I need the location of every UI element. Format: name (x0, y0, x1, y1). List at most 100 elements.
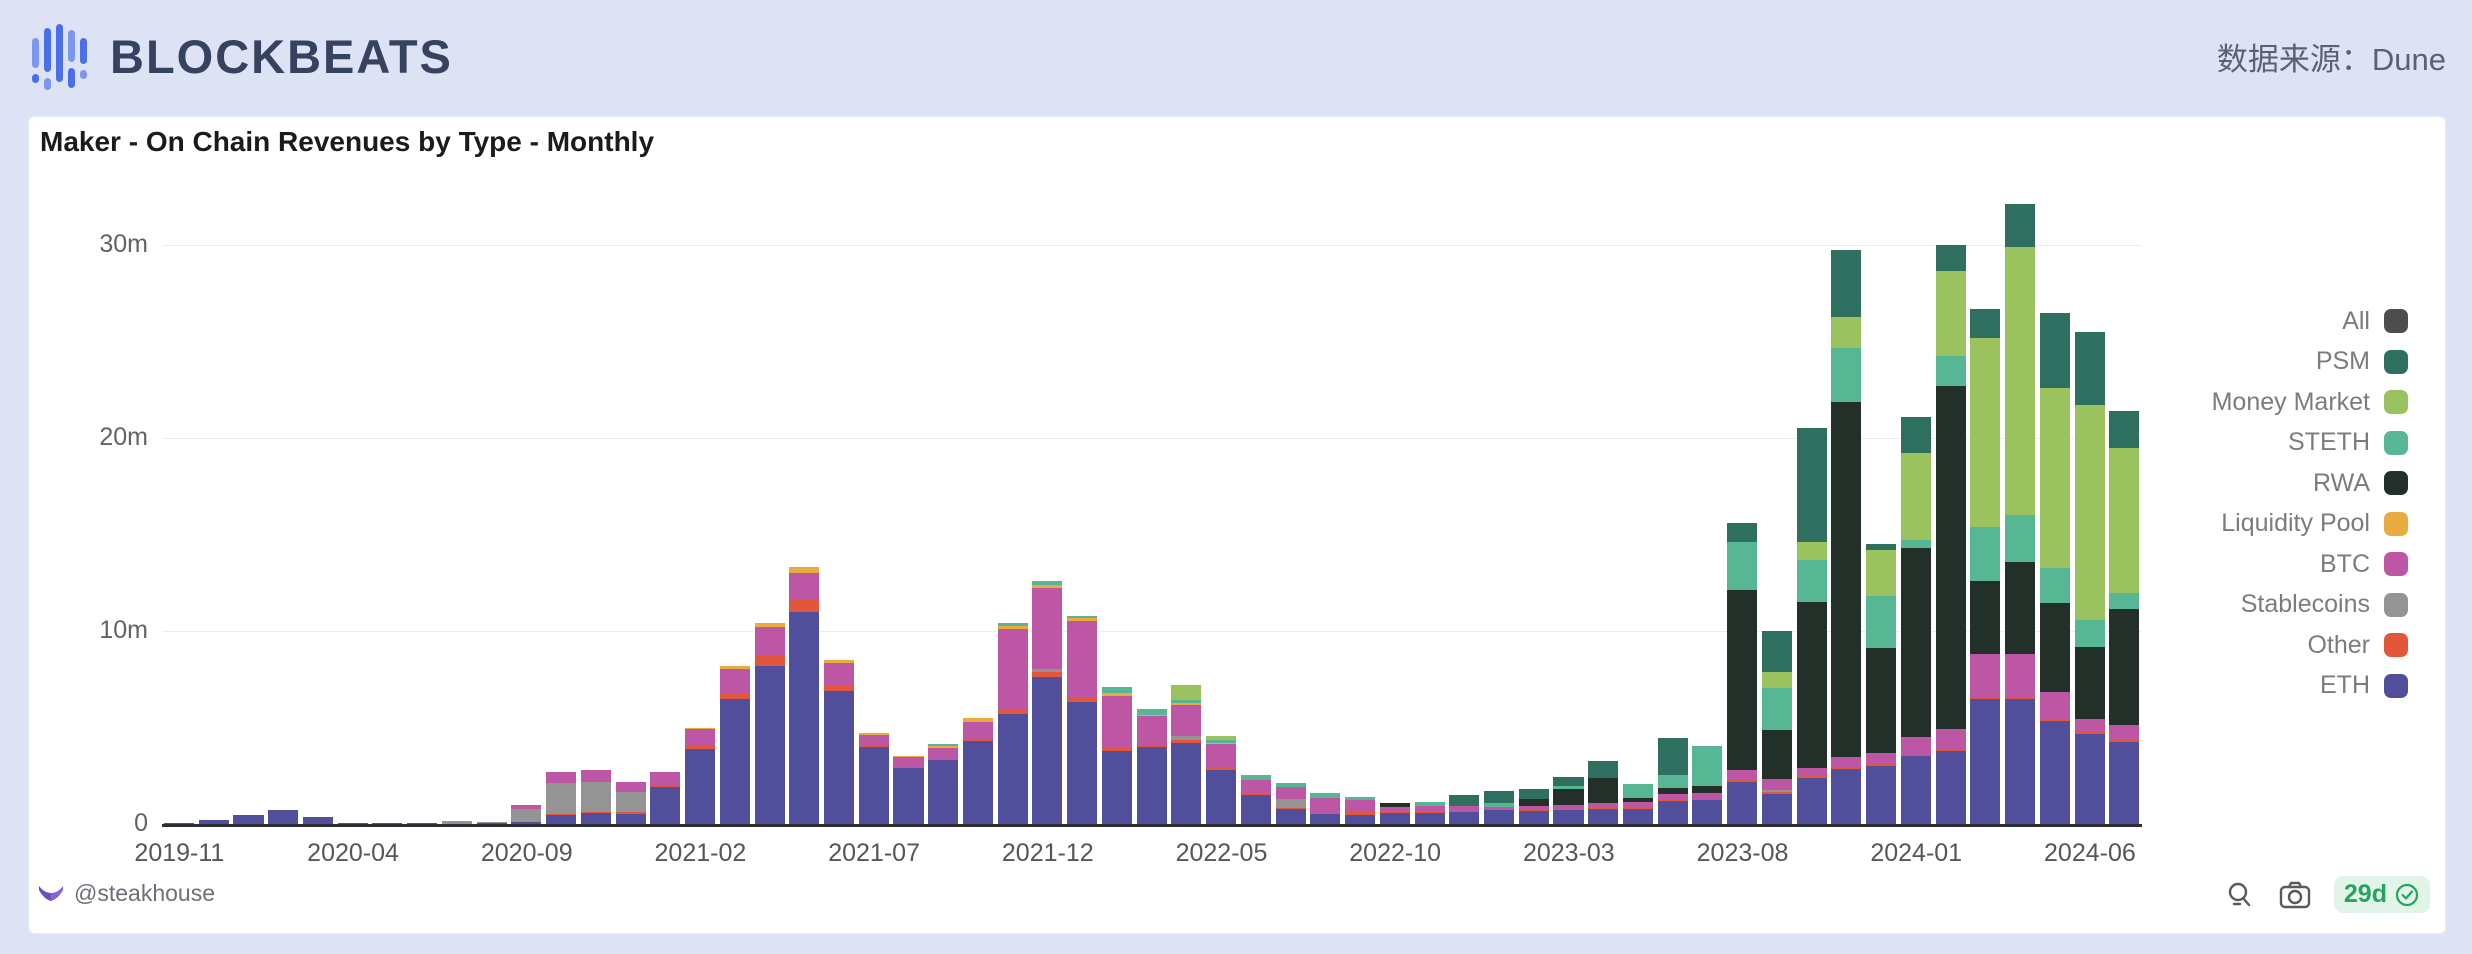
bar-2020-01[interactable] (233, 815, 264, 824)
bar-2022-07[interactable] (1275, 782, 1306, 824)
bar-2021-03[interactable] (719, 665, 750, 824)
bar-2022-02[interactable] (1101, 686, 1132, 824)
legend-item-eth[interactable]: ETH (2320, 666, 2408, 707)
bar-2022-05[interactable] (1206, 736, 1237, 824)
bar-segment-eth (546, 815, 577, 824)
bar-segment-other (1032, 671, 1063, 678)
bar-2020-05[interactable] (372, 823, 403, 824)
bar-2021-09[interactable] (928, 743, 959, 824)
bar-segment-other (546, 814, 577, 816)
bar-segment-btc (789, 573, 820, 601)
bar-segment-money-market (2039, 387, 2070, 569)
legend-item-liquidity-pool[interactable]: Liquidity Pool (2221, 504, 2408, 545)
bar-2024-02[interactable] (1935, 244, 1966, 824)
bar-2023-11[interactable] (1831, 249, 1862, 824)
bar-2020-10[interactable] (546, 771, 577, 824)
bar-2021-01[interactable] (650, 771, 681, 824)
bar-segment-eth (1553, 809, 1584, 824)
bar-segment-psm (1518, 789, 1549, 799)
bar-2023-08[interactable] (1727, 522, 1758, 824)
bar-segment-eth (858, 746, 889, 824)
legend-item-psm[interactable]: PSM (2316, 342, 2408, 383)
bar-2022-08[interactable] (1310, 793, 1341, 824)
bar-2023-04[interactable] (1588, 761, 1619, 824)
legend-item-stablecoins[interactable]: Stablecoins (2241, 585, 2408, 626)
data-age-badge[interactable]: 29d (2333, 876, 2430, 913)
bar-2024-07[interactable] (2109, 410, 2140, 824)
bar-2023-07[interactable] (1692, 745, 1723, 824)
bar-segment-eth (2109, 741, 2140, 824)
bar-2021-11[interactable] (997, 623, 1028, 824)
bar-2023-02[interactable] (1518, 789, 1549, 824)
x-tick-label-2024-06: 2024-06 (2044, 839, 2136, 867)
bar-2020-09[interactable] (511, 804, 542, 824)
bar-2020-08[interactable] (476, 822, 507, 824)
bar-segment-eth (1622, 808, 1653, 824)
legend-item-other[interactable]: Other (2307, 625, 2408, 666)
bar-segment-btc (997, 629, 1028, 711)
bar-2023-05[interactable] (1622, 784, 1653, 824)
bar-2021-06[interactable] (824, 659, 855, 824)
bar-2021-10[interactable] (962, 717, 993, 824)
bar-segment-psm (1866, 544, 1897, 550)
bar-segment-eth (615, 814, 646, 824)
bar-2022-09[interactable] (1345, 797, 1376, 824)
bar-2021-02[interactable] (685, 727, 716, 824)
bar-2024-06[interactable] (2074, 331, 2105, 824)
bar-segment-eth (1449, 812, 1480, 824)
legend-item-btc[interactable]: BTC (2320, 544, 2408, 585)
bar-segment-stablecoins (441, 821, 472, 824)
legend-item-rwa[interactable]: RWA (2313, 463, 2408, 504)
camera-icon[interactable] (2278, 879, 2312, 911)
bar-2022-10[interactable] (1379, 802, 1410, 824)
bar-2022-06[interactable] (1240, 774, 1271, 824)
bar-segment-btc (615, 781, 646, 793)
bar-segment-btc (1345, 799, 1376, 812)
bar-2020-02[interactable] (268, 809, 299, 824)
legend-swatch (2384, 430, 2408, 455)
bar-segment-other (928, 759, 959, 761)
legend-item-all[interactable]: All (2342, 301, 2408, 342)
steakhouse-bull-icon (39, 885, 63, 901)
legend: All PSM Money Market STETH RWA Liquidity Pool… (2212, 301, 2408, 706)
bar-2020-12[interactable] (615, 781, 646, 824)
bar-2020-06[interactable] (407, 823, 438, 824)
bar-2024-03[interactable] (1970, 308, 2001, 824)
bar-2023-09[interactable] (1761, 631, 1792, 824)
legend-label: Stablecoins (2240, 590, 2370, 619)
bar-2022-12[interactable] (1449, 795, 1480, 824)
bar-segment-other (580, 812, 611, 814)
bar-2024-05[interactable] (2039, 312, 2070, 824)
bar-2023-03[interactable] (1553, 776, 1584, 824)
bar-2019-12[interactable] (198, 820, 229, 824)
bar-2023-12[interactable] (1866, 544, 1897, 824)
bar-2021-07[interactable] (858, 733, 889, 824)
bar-2022-01[interactable] (1067, 615, 1098, 824)
magnifier-icon[interactable] (2224, 879, 2256, 911)
bar-2024-04[interactable] (2005, 204, 2036, 824)
bar-2020-07[interactable] (441, 821, 472, 824)
bar-2024-01[interactable] (1900, 416, 1931, 824)
bar-2019-11[interactable] (164, 823, 195, 824)
bar-2021-04[interactable] (754, 623, 785, 824)
legend-item-steth[interactable]: STETH (2288, 423, 2408, 464)
bar-segment-psm (1657, 738, 1688, 775)
bar-segment-eth (928, 760, 959, 824)
bar-2023-01[interactable] (1484, 791, 1515, 824)
bar-2022-11[interactable] (1414, 801, 1445, 824)
author-credit[interactable]: @steakhouse (38, 880, 215, 907)
bar-2020-04[interactable] (337, 823, 368, 824)
bar-2021-08[interactable] (893, 755, 924, 824)
bar-2022-04[interactable] (1171, 685, 1202, 824)
bar-2021-05[interactable] (789, 567, 820, 824)
bar-2021-12[interactable] (1032, 580, 1063, 824)
bar-segment-btc (1310, 797, 1341, 814)
legend-swatch (2384, 309, 2408, 334)
bar-2020-11[interactable] (580, 769, 611, 824)
bar-2022-03[interactable] (1136, 709, 1167, 824)
bar-2020-03[interactable] (302, 817, 333, 824)
bar-segment-rwa (1831, 402, 1862, 758)
bar-2023-10[interactable] (1796, 428, 1827, 824)
legend-item-money-market[interactable]: Money Market (2212, 382, 2408, 423)
bar-2023-06[interactable] (1657, 738, 1688, 824)
